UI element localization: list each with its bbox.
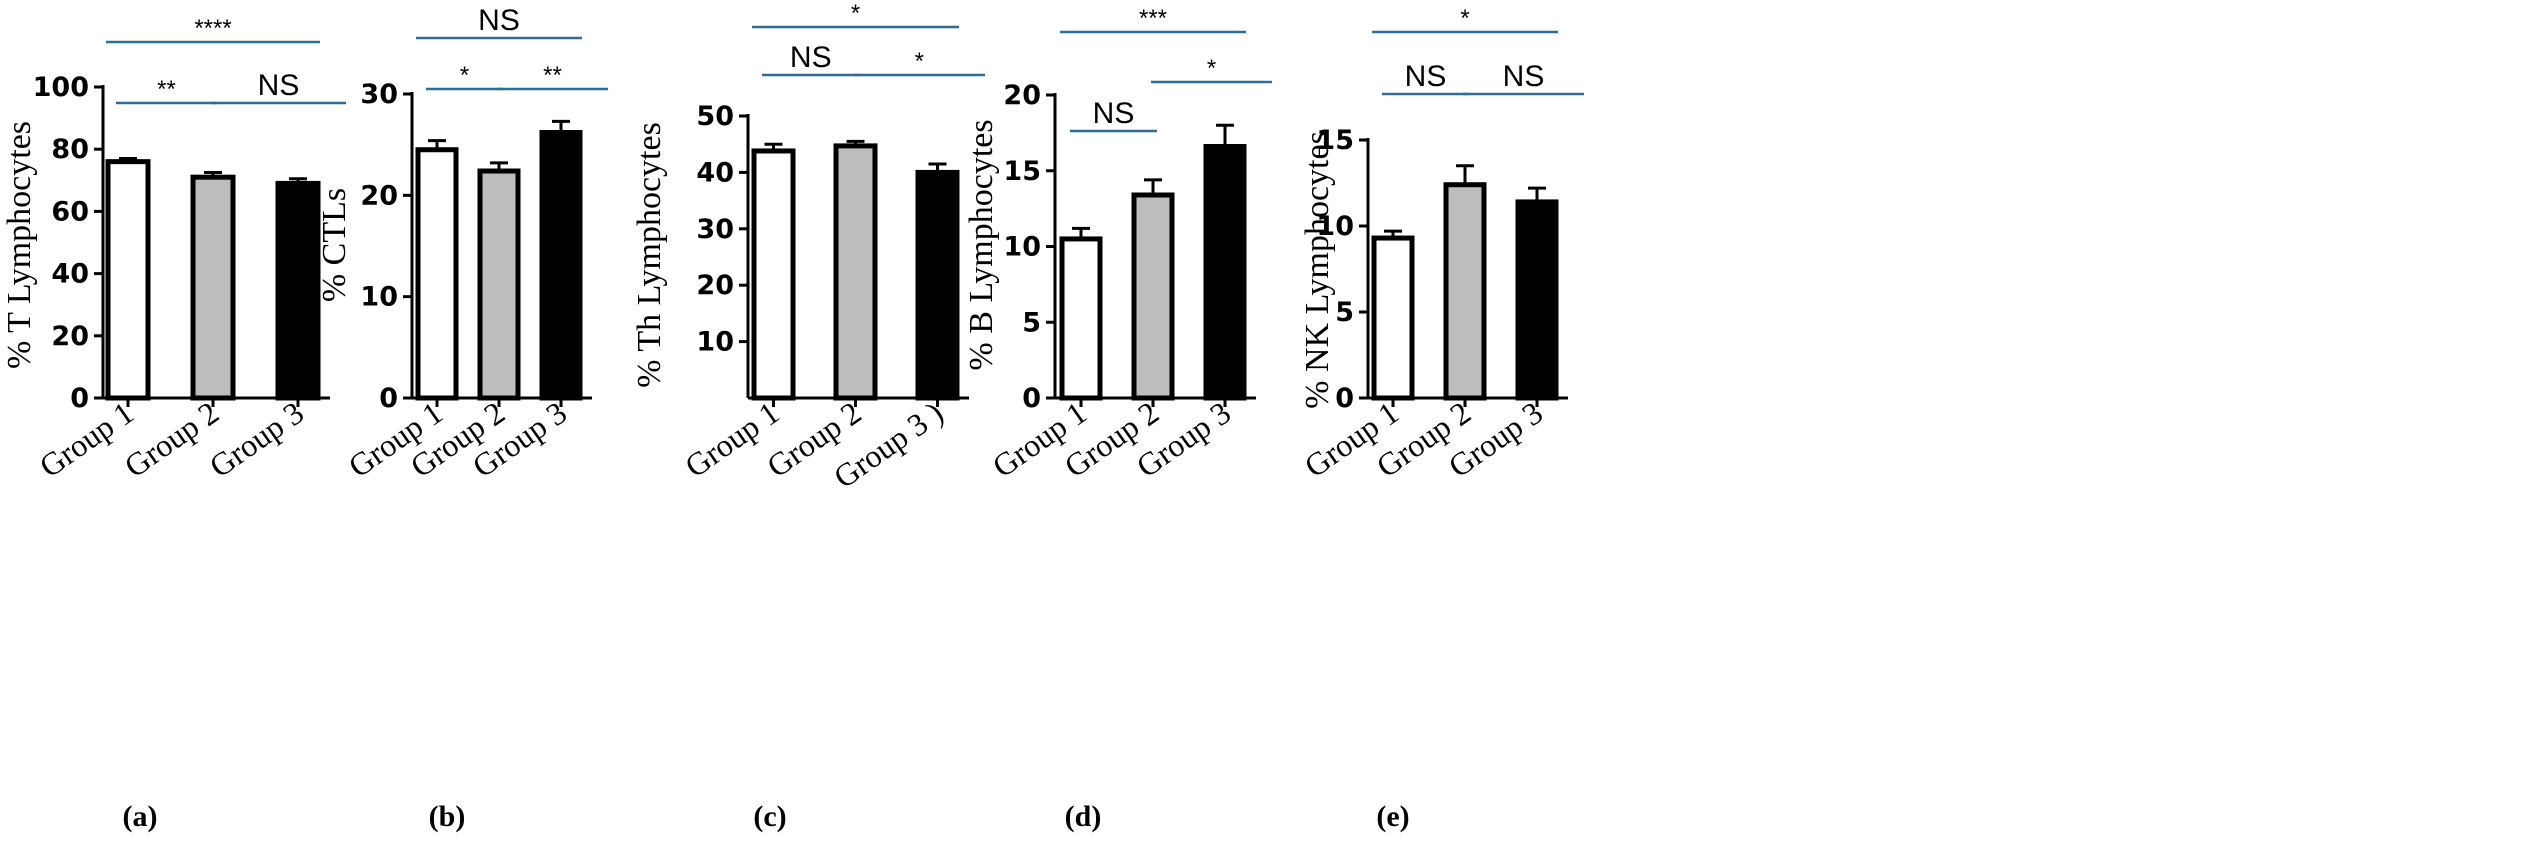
significance-label: *** [1139,5,1167,32]
y-tick-label: 30 [696,214,734,245]
panel-label: (e) [1376,800,1409,833]
bar-3 [915,169,960,401]
y-tick-label: 40 [696,157,734,188]
bar-3 [1203,144,1247,401]
y-tick-label: 0 [379,383,398,414]
bar-2 [833,143,878,401]
y-axis-label: % CTLs [316,188,353,302]
bar-2 [1443,182,1487,401]
bar-1 [415,147,459,401]
y-tick-label: 100 [33,72,89,103]
y-tick-label: 80 [51,134,89,165]
bar-1 [751,148,796,401]
panel-label: (d) [1065,800,1102,833]
y-tick-label: 20 [360,180,398,211]
bar-1 [1371,235,1415,401]
x-tick-label: Group 2 [118,394,225,484]
y-tick-label: 60 [51,196,89,227]
y-tick-label: 0 [1335,383,1354,414]
bar-3 [539,130,583,401]
y-tick-label: 5 [1022,307,1041,338]
significance-label: NS [1093,97,1135,130]
x-tick-label: Group 1 [678,394,785,484]
significance-label: * [1207,55,1216,82]
panel-label: (a) [123,800,158,833]
significance-label: NS [258,69,300,102]
bar-1 [1059,236,1103,401]
significance-label: NS [1503,60,1545,93]
y-axis-label: % NK Lymphocytes [1299,131,1336,409]
y-tick-label: 0 [1022,383,1041,414]
bar-1 [105,159,151,401]
significance-label: NS [1405,60,1447,93]
significance-label: NS [790,41,832,74]
y-tick-label: 0 [70,383,89,414]
y-axis-label: % T Lymphocytes [1,121,38,369]
y-tick-label: 10 [360,282,398,313]
significance-label: ** [157,76,176,103]
bar-2 [1131,192,1175,401]
y-axis-label: % B Lymphocytes [963,119,1000,370]
significance-label: * [460,62,469,89]
significance-label: NS [478,4,520,37]
bar-3 [275,180,321,401]
panel-label: (b) [429,800,466,833]
y-tick-label: 15 [1316,125,1354,156]
y-tick-label: 40 [51,259,89,290]
y-axis-label: % Th Lymphocytes [631,122,668,388]
y-tick-label: 20 [1003,80,1041,111]
y-tick-label: 10 [1316,211,1354,242]
y-tick-label: 50 [696,101,734,132]
significance-label: ** [543,62,562,89]
panel-label: (c) [753,800,786,833]
y-tick-label: 20 [51,321,89,352]
bar-2 [190,174,236,401]
y-tick-label: 15 [1003,156,1041,187]
bar-3 [1515,199,1559,401]
significance-label: **** [194,15,231,42]
significance-label: * [851,0,860,27]
x-tick-label: Group 3 [203,394,310,484]
y-tick-label: 20 [696,270,734,301]
y-tick-label: 5 [1335,297,1354,328]
significance-label: * [1460,5,1469,32]
y-tick-label: 10 [696,327,734,358]
y-tick-label: 10 [1003,232,1041,263]
y-tick-label: 30 [360,79,398,110]
bar-2 [477,168,521,401]
significance-label: * [915,48,924,75]
